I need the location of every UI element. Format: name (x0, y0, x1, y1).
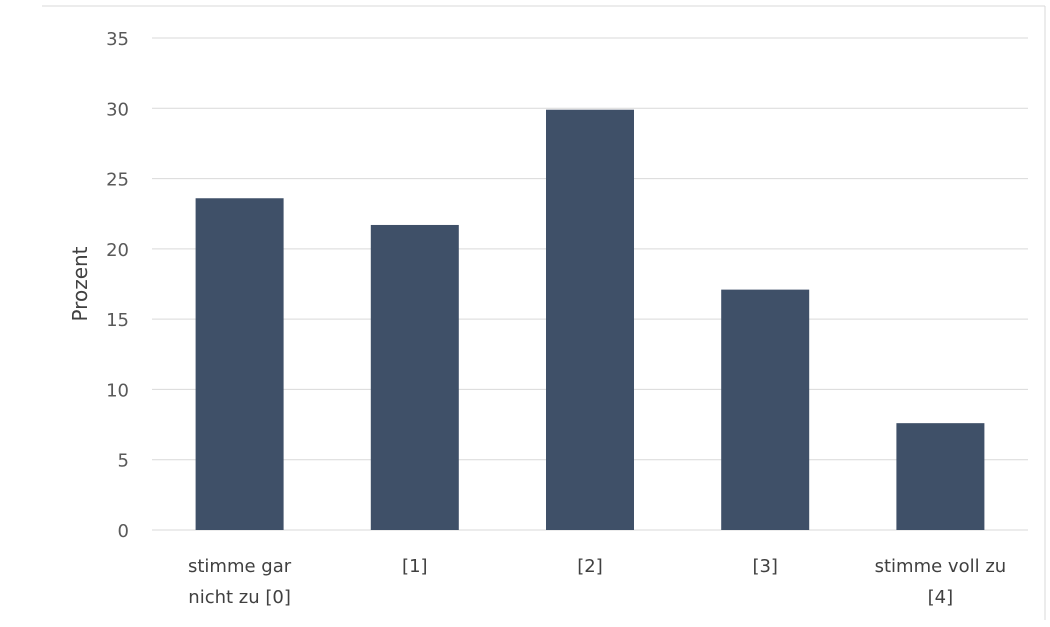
bar-3 (721, 289, 810, 530)
x-category-label: [3] (752, 556, 778, 577)
bars (195, 109, 985, 530)
y-axis-ticks: 0 5 10 15 20 25 30 35 (106, 29, 129, 542)
y-tick-label: 30 (106, 99, 129, 120)
y-tick-label: 0 (118, 521, 129, 542)
y-tick-label: 10 (106, 380, 129, 401)
x-category-line: [4] (928, 587, 954, 608)
x-category-label: stimme voll zu [4] (875, 556, 1007, 608)
bar-1 (370, 224, 459, 530)
x-axis-categories: stimme gar nicht zu [0] [1] [2] [3] stimme vo… (188, 556, 1006, 608)
x-category-line: [2] (577, 556, 603, 577)
y-tick-label: 25 (106, 170, 129, 191)
bar-2 (546, 109, 634, 530)
y-axis-title: Prozent (68, 246, 92, 321)
bar-4 (896, 423, 985, 530)
x-category-line: stimme gar (188, 556, 292, 577)
chart-frame (42, 5, 1046, 620)
y-tick-label: 35 (106, 29, 129, 50)
x-category-line: stimme voll zu (875, 556, 1007, 577)
y-tick-label: 5 (118, 451, 129, 472)
x-category-line: [3] (752, 556, 778, 577)
x-category-line: nicht zu [0] (188, 587, 291, 608)
x-category-label: [2] (577, 556, 603, 577)
x-category-label: stimme gar nicht zu [0] (188, 556, 292, 608)
x-category-label: [1] (402, 556, 428, 577)
y-tick-label: 20 (106, 240, 129, 261)
y-tick-label: 15 (106, 310, 129, 331)
x-category-line: [1] (402, 556, 428, 577)
bar-0 (195, 198, 284, 530)
